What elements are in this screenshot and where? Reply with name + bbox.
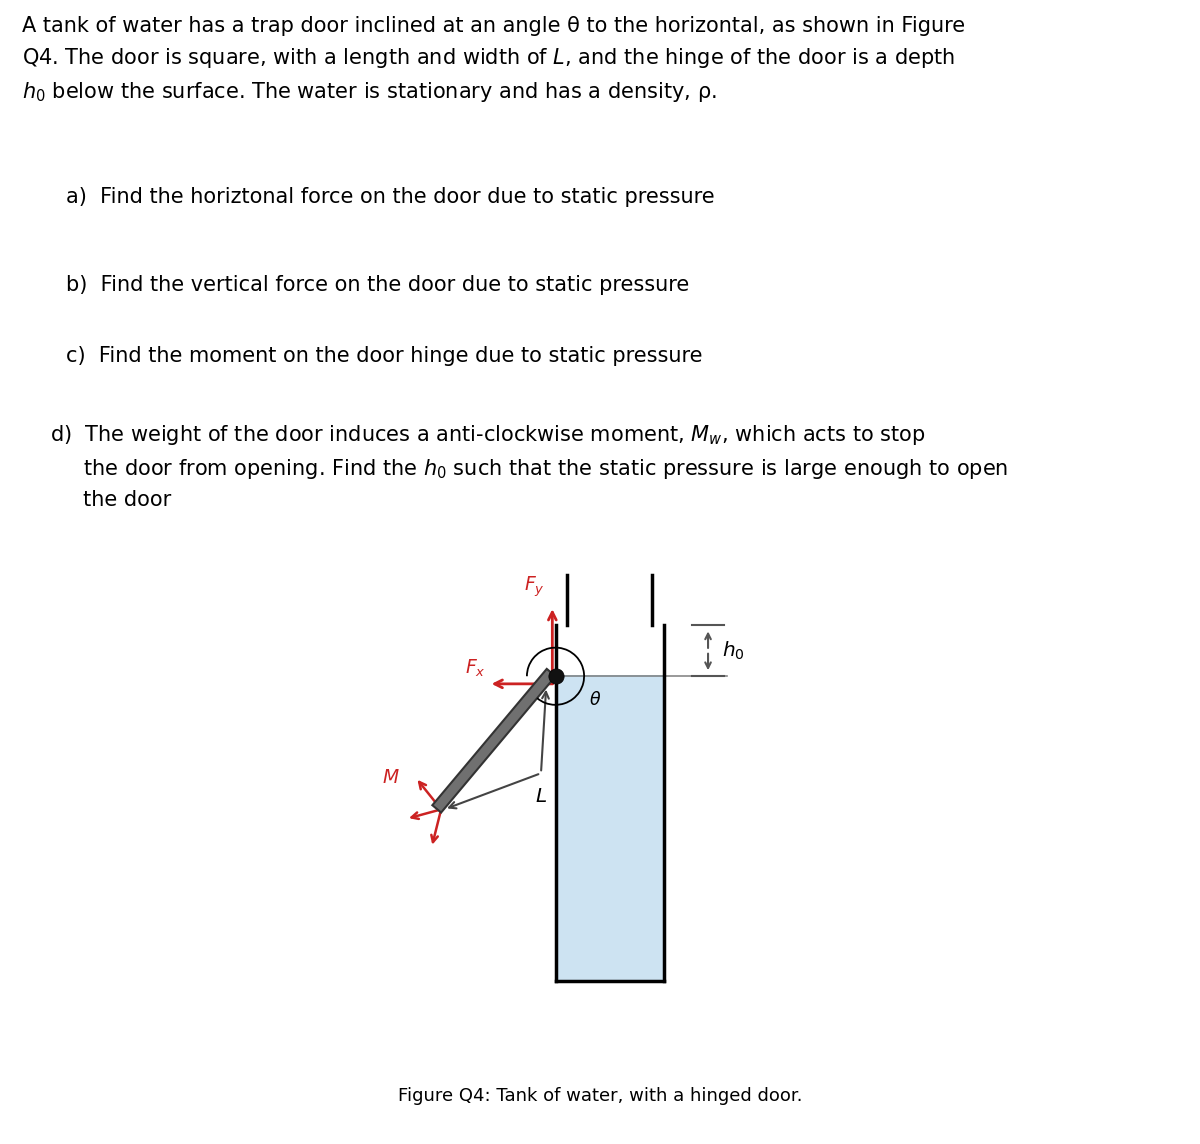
Text: b)  Find the vertical force on the door due to static pressure: b) Find the vertical force on the door d…	[66, 275, 689, 294]
Text: A tank of water has a trap door inclined at an angle θ to the horizontal, as sho: A tank of water has a trap door inclined…	[22, 16, 965, 104]
Polygon shape	[432, 669, 556, 812]
Text: Figure Q4: Tank of water, with a hinged door.: Figure Q4: Tank of water, with a hinged …	[397, 1087, 803, 1105]
Text: a)  Find the horiztonal force on the door due to static pressure: a) Find the horiztonal force on the door…	[66, 186, 715, 207]
Bar	[556, 676, 664, 982]
Text: $F_y$: $F_y$	[524, 574, 545, 598]
Text: $\theta$: $\theta$	[589, 691, 601, 709]
Text: $M$: $M$	[382, 768, 400, 787]
Text: $F_x$: $F_x$	[464, 658, 486, 678]
Text: $L$: $L$	[535, 787, 547, 807]
Text: $h_0$: $h_0$	[722, 639, 745, 662]
Text: c)  Find the moment on the door hinge due to static pressure: c) Find the moment on the door hinge due…	[66, 345, 702, 366]
Text: d)  The weight of the door induces a anti-clockwise moment, $M_w$, which acts to: d) The weight of the door induces a anti…	[50, 423, 1009, 509]
